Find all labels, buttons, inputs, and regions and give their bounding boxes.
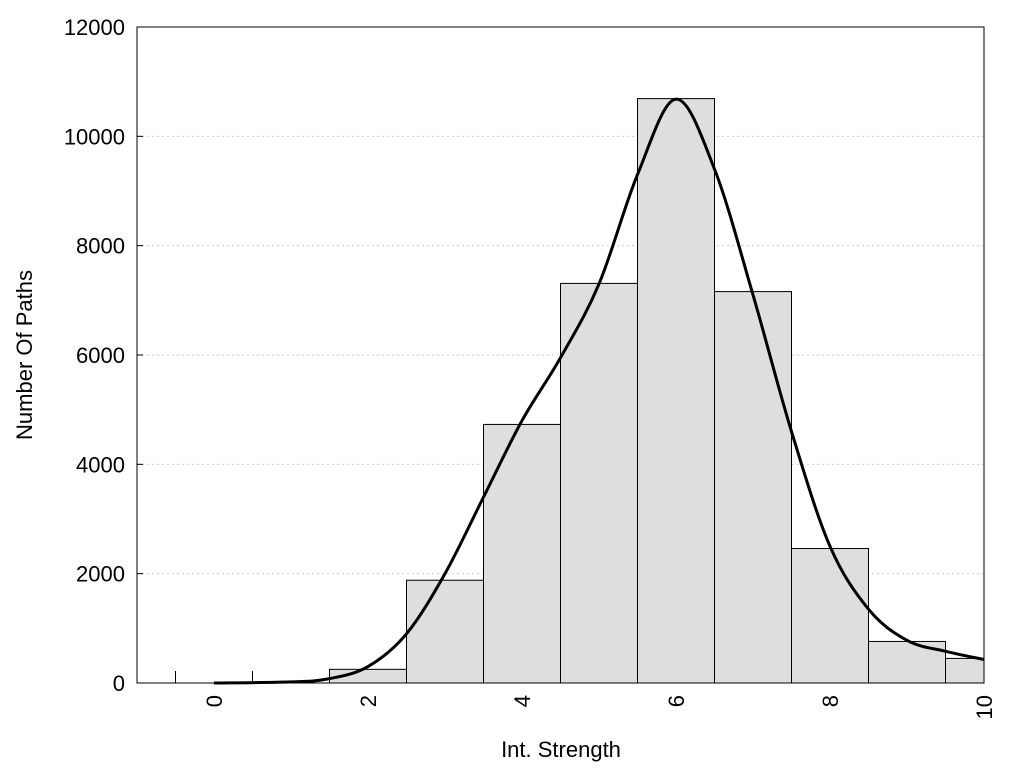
y-axis-title: Number Of Paths (12, 270, 37, 440)
x-tick-label-8: 8 (818, 695, 843, 707)
bar-4 (483, 423, 561, 684)
y-tick-label-12000: 12000 (64, 15, 125, 40)
y-tick-label-0: 0 (113, 671, 125, 696)
bar-7 (714, 291, 792, 684)
x-tick-label-10: 10 (972, 695, 997, 719)
y-tick-label-8000: 8000 (76, 234, 125, 259)
x-axis-ticks: 0 2 4 6 8 10 (202, 695, 997, 719)
x-axis-title: Int. Strength (501, 737, 621, 762)
y-axis-ticks: 0 2000 4000 6000 8000 10000 12000 (64, 15, 143, 696)
y-tick-label-4000: 4000 (76, 452, 125, 477)
bar-6 (637, 98, 715, 684)
bar-5 (560, 282, 638, 684)
y-tick-label-10000: 10000 (64, 124, 125, 149)
x-tick-label-4: 4 (510, 695, 535, 707)
bars (175, 98, 985, 684)
bar-3 (406, 579, 484, 684)
x-tick-label-0: 0 (202, 695, 227, 707)
density-curve (213, 97, 985, 685)
bar-8 (791, 548, 869, 684)
x-tick-label-2: 2 (356, 695, 381, 707)
bar-10 (945, 657, 985, 684)
density-curve-group (213, 97, 985, 685)
y-tick-label-6000: 6000 (76, 343, 125, 368)
x-tick-label-6: 6 (664, 695, 689, 707)
y-tick-label-2000: 2000 (76, 562, 125, 587)
